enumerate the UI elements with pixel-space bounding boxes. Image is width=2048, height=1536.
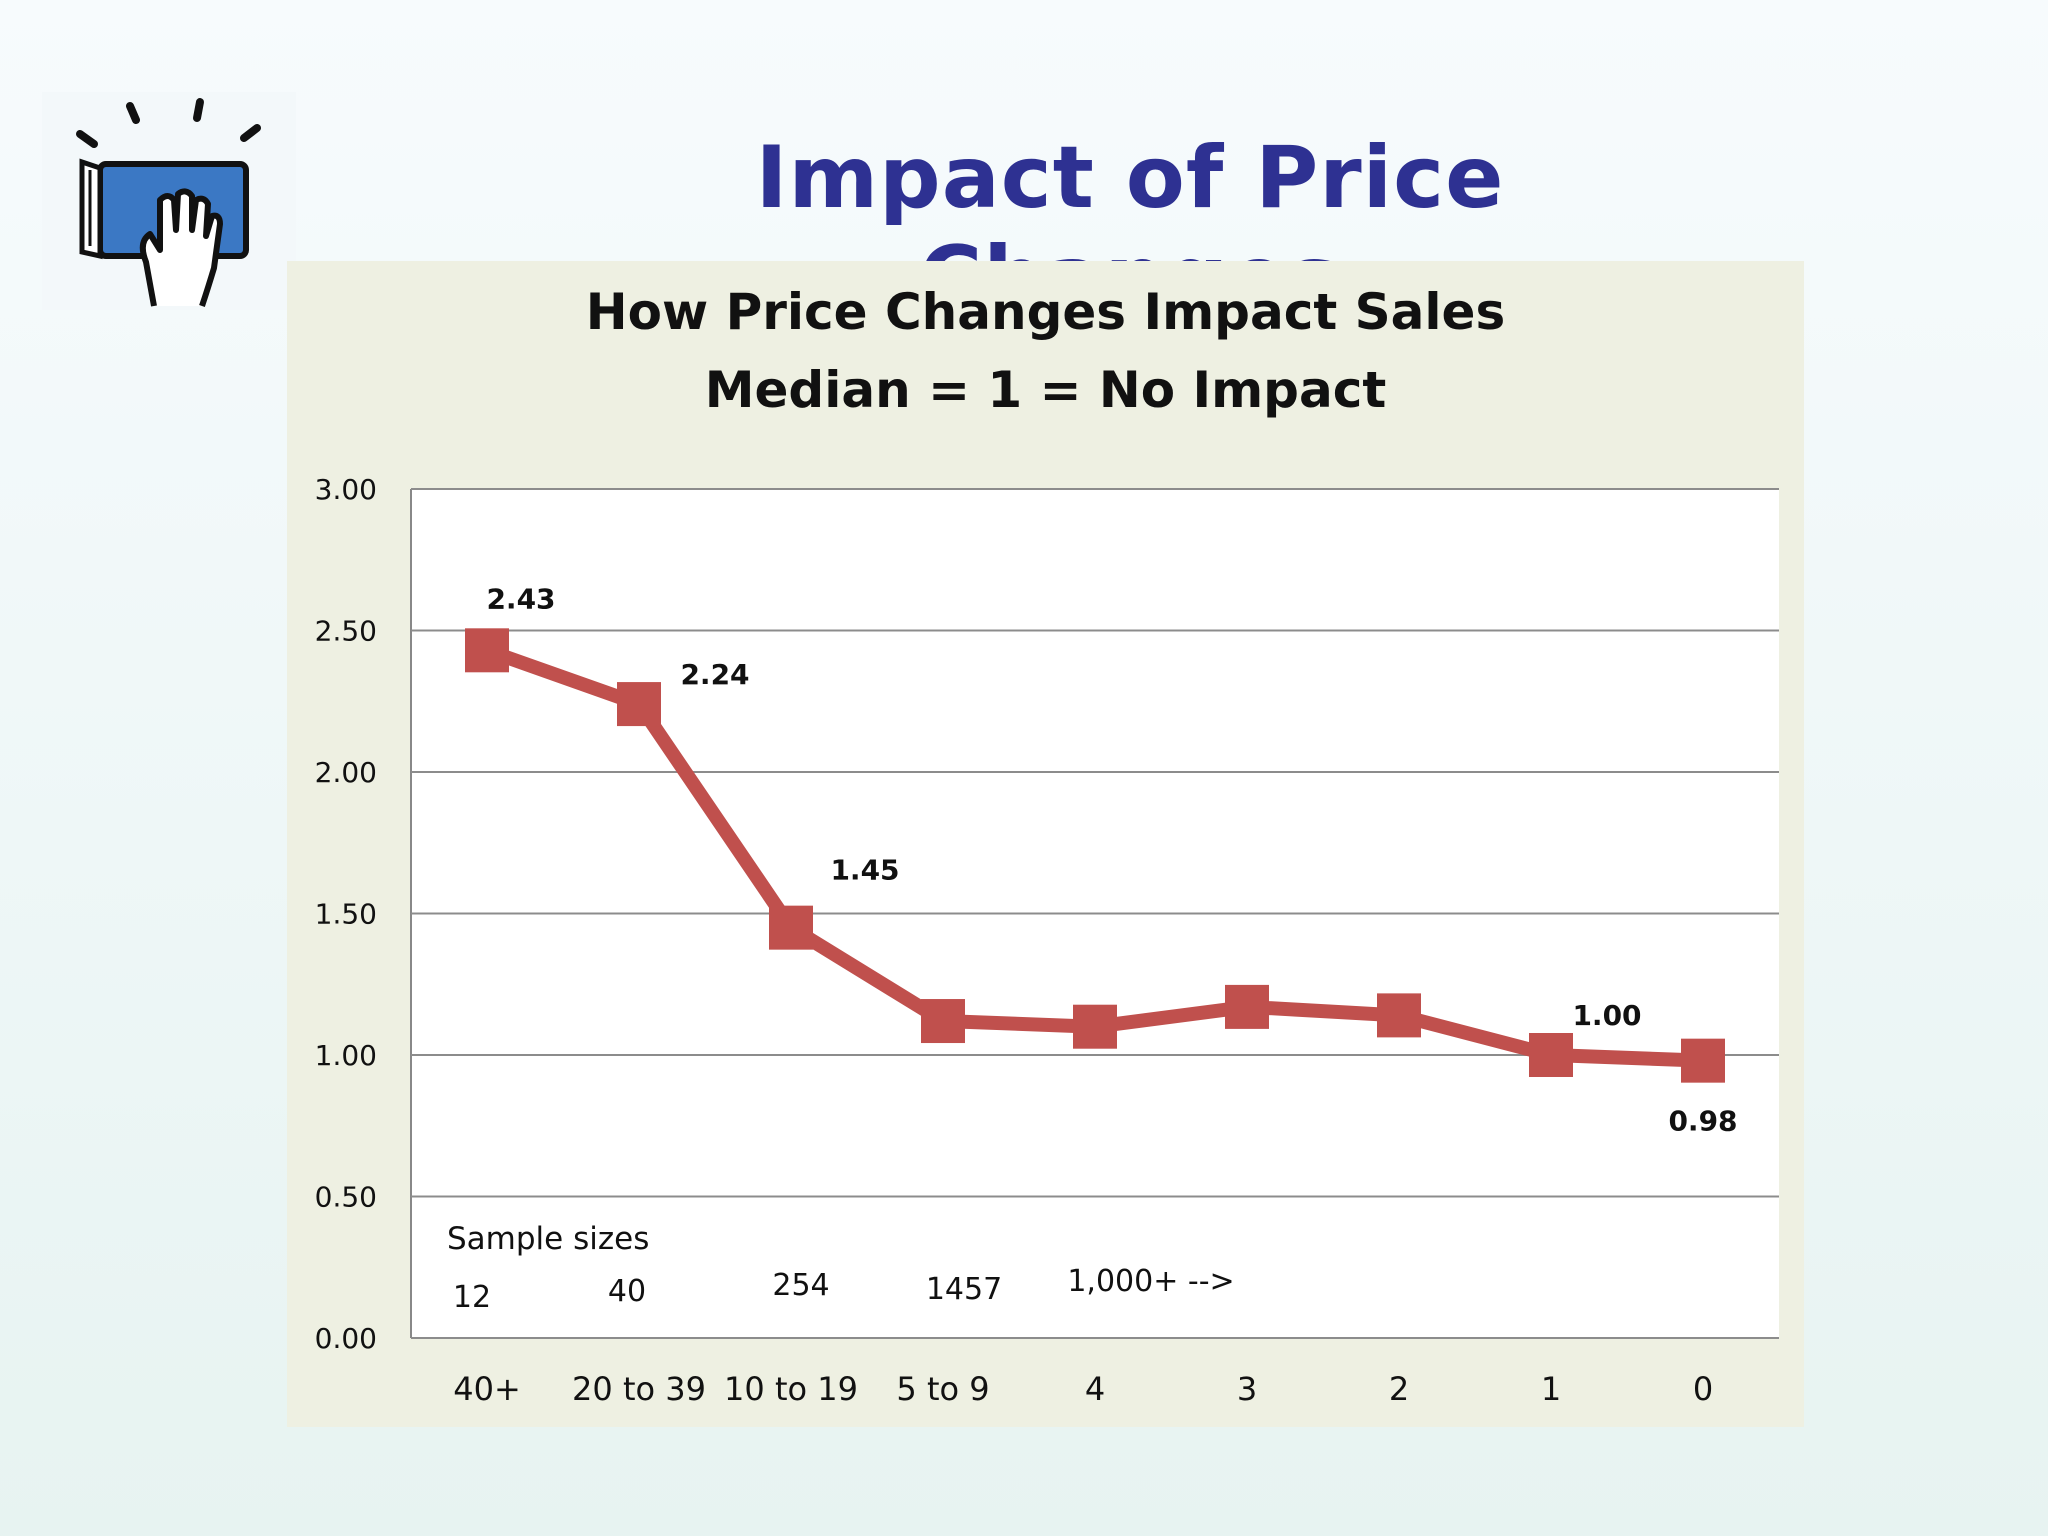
data-label: 1.00: [1572, 999, 1641, 1032]
data-point: [1681, 1038, 1725, 1083]
x-tick-label: 20 to 39: [572, 1370, 706, 1408]
y-tick-label: 3.00: [315, 473, 377, 506]
data-point: [1225, 984, 1269, 1029]
y-tick-label: 2.50: [315, 615, 377, 648]
data-point: [617, 682, 661, 727]
y-tick-label: 1.00: [315, 1039, 377, 1072]
data-point: [1377, 993, 1421, 1038]
data-point: [1073, 1004, 1117, 1049]
data-point: [1529, 1033, 1573, 1077]
data-point: [465, 628, 509, 673]
y-tick-label: 2.00: [315, 756, 377, 789]
sample-size-value: 1457: [926, 1272, 1002, 1307]
chart-panel: How Price Changes Impact Sales Median = …: [287, 261, 1804, 1427]
sample-size-value: 254: [772, 1268, 829, 1303]
x-tick-label: 40+: [453, 1370, 521, 1408]
sample-size-value: 40: [608, 1274, 646, 1309]
sample-size-value: 1,000+ -->: [1067, 1264, 1234, 1299]
x-tick-label: 5 to 9: [896, 1370, 989, 1408]
data-label: 1.45: [830, 854, 899, 887]
y-tick-label: 0.50: [315, 1181, 377, 1214]
x-tick-label: 10 to 19: [724, 1370, 858, 1408]
book-hand-icon: [42, 92, 296, 310]
x-tick-label: 2: [1389, 1370, 1409, 1408]
x-tick-label: 0: [1693, 1370, 1713, 1408]
line-chart: 0.00 0.50 1.00 1.50 2.00 2.50 3.00 40+ 20 to 39 1…: [315, 473, 1779, 1408]
sample-size-value: 12: [453, 1280, 491, 1315]
sample-sizes-label: Sample sizes: [447, 1221, 649, 1257]
data-label: 2.43: [486, 582, 555, 615]
chart-title: How Price Changes Impact Sales: [585, 283, 1506, 341]
data-point: [921, 999, 965, 1044]
data-point: [769, 905, 813, 950]
x-tick-label: 4: [1085, 1370, 1105, 1408]
x-tick-label: 1: [1541, 1370, 1561, 1408]
x-tick-label: 3: [1237, 1370, 1257, 1408]
y-tick-label: 0.00: [315, 1322, 377, 1355]
chart-subtitle: Median = 1 = No Impact: [704, 361, 1387, 419]
data-label: 0.98: [1668, 1105, 1737, 1138]
data-label: 2.24: [680, 658, 749, 691]
y-tick-label: 1.50: [315, 898, 377, 931]
